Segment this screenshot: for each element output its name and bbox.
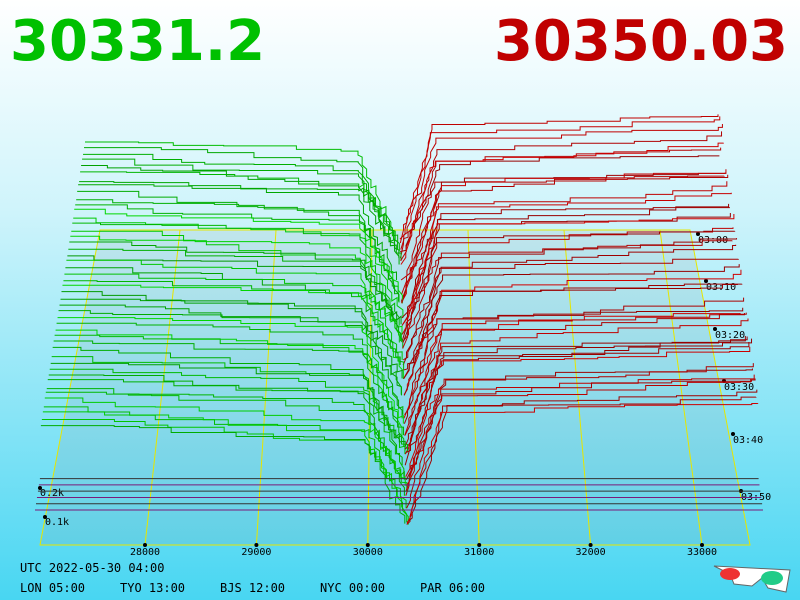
bid-curve bbox=[78, 184, 398, 281]
ask-curve bbox=[406, 378, 756, 509]
ask-curve bbox=[399, 116, 721, 244]
depth-tick-label: 0.2k bbox=[40, 488, 64, 499]
ask-curve bbox=[404, 318, 749, 455]
ask-curve bbox=[402, 227, 734, 349]
bid-curve bbox=[50, 362, 406, 450]
time-tick-dot bbox=[696, 232, 700, 236]
ask-curve bbox=[404, 312, 745, 436]
price-tick-dot bbox=[588, 543, 593, 547]
ask-curve bbox=[402, 244, 737, 366]
price-tick-label: 31000 bbox=[464, 547, 494, 558]
bid-curve bbox=[83, 153, 399, 244]
price-tick-dot bbox=[365, 543, 370, 547]
price-tick-dot bbox=[700, 543, 704, 547]
depth-tick-label: 0.1k bbox=[45, 517, 69, 528]
depth-tick-dot bbox=[43, 515, 47, 519]
time-tick-label: 03:40 bbox=[733, 435, 763, 446]
time-tick-dot bbox=[713, 327, 717, 331]
bid-curve bbox=[63, 280, 405, 371]
utc-time: UTC 2022-05-30 04:00 bbox=[20, 561, 165, 575]
price-tick-dot bbox=[143, 543, 147, 547]
ask-curve bbox=[402, 240, 733, 343]
ask-curve bbox=[403, 313, 741, 419]
price-grid-line bbox=[144, 229, 181, 546]
time-zone: NYC 00:00 bbox=[320, 581, 385, 595]
bid-curve bbox=[49, 368, 405, 477]
ask-curve bbox=[404, 312, 747, 436]
time-zone: PAR 06:00 bbox=[420, 581, 485, 595]
time-zone: TYO 13:00 bbox=[120, 581, 185, 595]
ask-curve bbox=[402, 230, 736, 343]
ask-curve bbox=[401, 174, 729, 304]
ask-curve bbox=[405, 378, 752, 496]
price-tick-dot bbox=[254, 543, 259, 547]
time-zone: BJS 12:00 bbox=[220, 581, 285, 595]
price-grid-line bbox=[467, 229, 480, 546]
bid-curve bbox=[53, 340, 405, 436]
time-tick-dot bbox=[704, 279, 708, 283]
bid-curve bbox=[85, 141, 396, 240]
ask-curve bbox=[400, 142, 724, 265]
ask-curve bbox=[406, 403, 759, 524]
time-tick-label: 03:10 bbox=[706, 282, 736, 293]
ask-price: 30350.03 bbox=[494, 9, 788, 74]
price-tick-label: 30000 bbox=[353, 547, 383, 558]
time-zone: LON 05:00 bbox=[20, 581, 85, 595]
bid-curve bbox=[59, 304, 402, 395]
ask-curve bbox=[401, 181, 728, 295]
bid-curve bbox=[75, 204, 399, 295]
price-tick-label: 28000 bbox=[130, 547, 160, 558]
ask-curve bbox=[403, 238, 738, 361]
price-grid-line bbox=[255, 229, 277, 546]
price-tick-label: 29000 bbox=[241, 547, 271, 558]
time-tick-label: 03:20 bbox=[715, 330, 745, 341]
ask-curve bbox=[402, 213, 735, 325]
bid-price: 30331.2 bbox=[10, 9, 265, 74]
bid-curve bbox=[79, 181, 400, 265]
ask-curve bbox=[400, 123, 723, 250]
price-tick-dot bbox=[477, 543, 482, 547]
price-tick-label: 33000 bbox=[687, 547, 717, 558]
price-grid-line bbox=[367, 229, 373, 546]
bid-curve bbox=[64, 273, 403, 360]
ask-curve bbox=[399, 114, 719, 240]
bid-curve bbox=[56, 322, 404, 415]
bid-curve bbox=[69, 241, 402, 343]
ask-curve bbox=[405, 338, 753, 453]
ask-curve bbox=[401, 192, 732, 335]
bid-curve bbox=[62, 284, 404, 379]
ask-curve bbox=[400, 175, 725, 281]
ask-curve bbox=[404, 297, 745, 416]
bid-curve bbox=[48, 374, 405, 496]
ask-curve bbox=[406, 389, 758, 523]
bid-curve bbox=[74, 208, 403, 304]
ask-curve bbox=[400, 131, 723, 262]
ask-curve bbox=[400, 169, 727, 303]
depth-tick-dot bbox=[38, 486, 42, 490]
bid-curve bbox=[45, 391, 408, 491]
bid-curve bbox=[42, 411, 409, 525]
bid-curve bbox=[40, 425, 406, 524]
ask-curve bbox=[403, 283, 743, 396]
time-zones: LON 05:00 TYO 13:00 BJS 12:00 NYC 00:00 PAR … bbox=[20, 581, 485, 595]
bid-curve bbox=[58, 310, 403, 396]
3d-glasses-icon bbox=[713, 565, 791, 593]
time-tick-label: 03:30 bbox=[724, 382, 754, 393]
bid-curve bbox=[72, 222, 400, 326]
bid-curve bbox=[66, 259, 400, 343]
ask-curve bbox=[403, 258, 739, 380]
time-tick-dot bbox=[731, 432, 735, 436]
bid-curve bbox=[68, 248, 404, 349]
bid-curve bbox=[51, 356, 406, 455]
bid-curve bbox=[44, 397, 406, 486]
bid-curve bbox=[67, 255, 402, 325]
floor bbox=[39, 229, 751, 546]
ask-curve bbox=[406, 374, 755, 487]
bid-curve bbox=[57, 317, 404, 424]
depth-curves bbox=[35, 114, 763, 525]
bid-curve bbox=[47, 379, 408, 453]
price-grid-line bbox=[659, 229, 703, 546]
price-tick-label: 32000 bbox=[576, 547, 606, 558]
